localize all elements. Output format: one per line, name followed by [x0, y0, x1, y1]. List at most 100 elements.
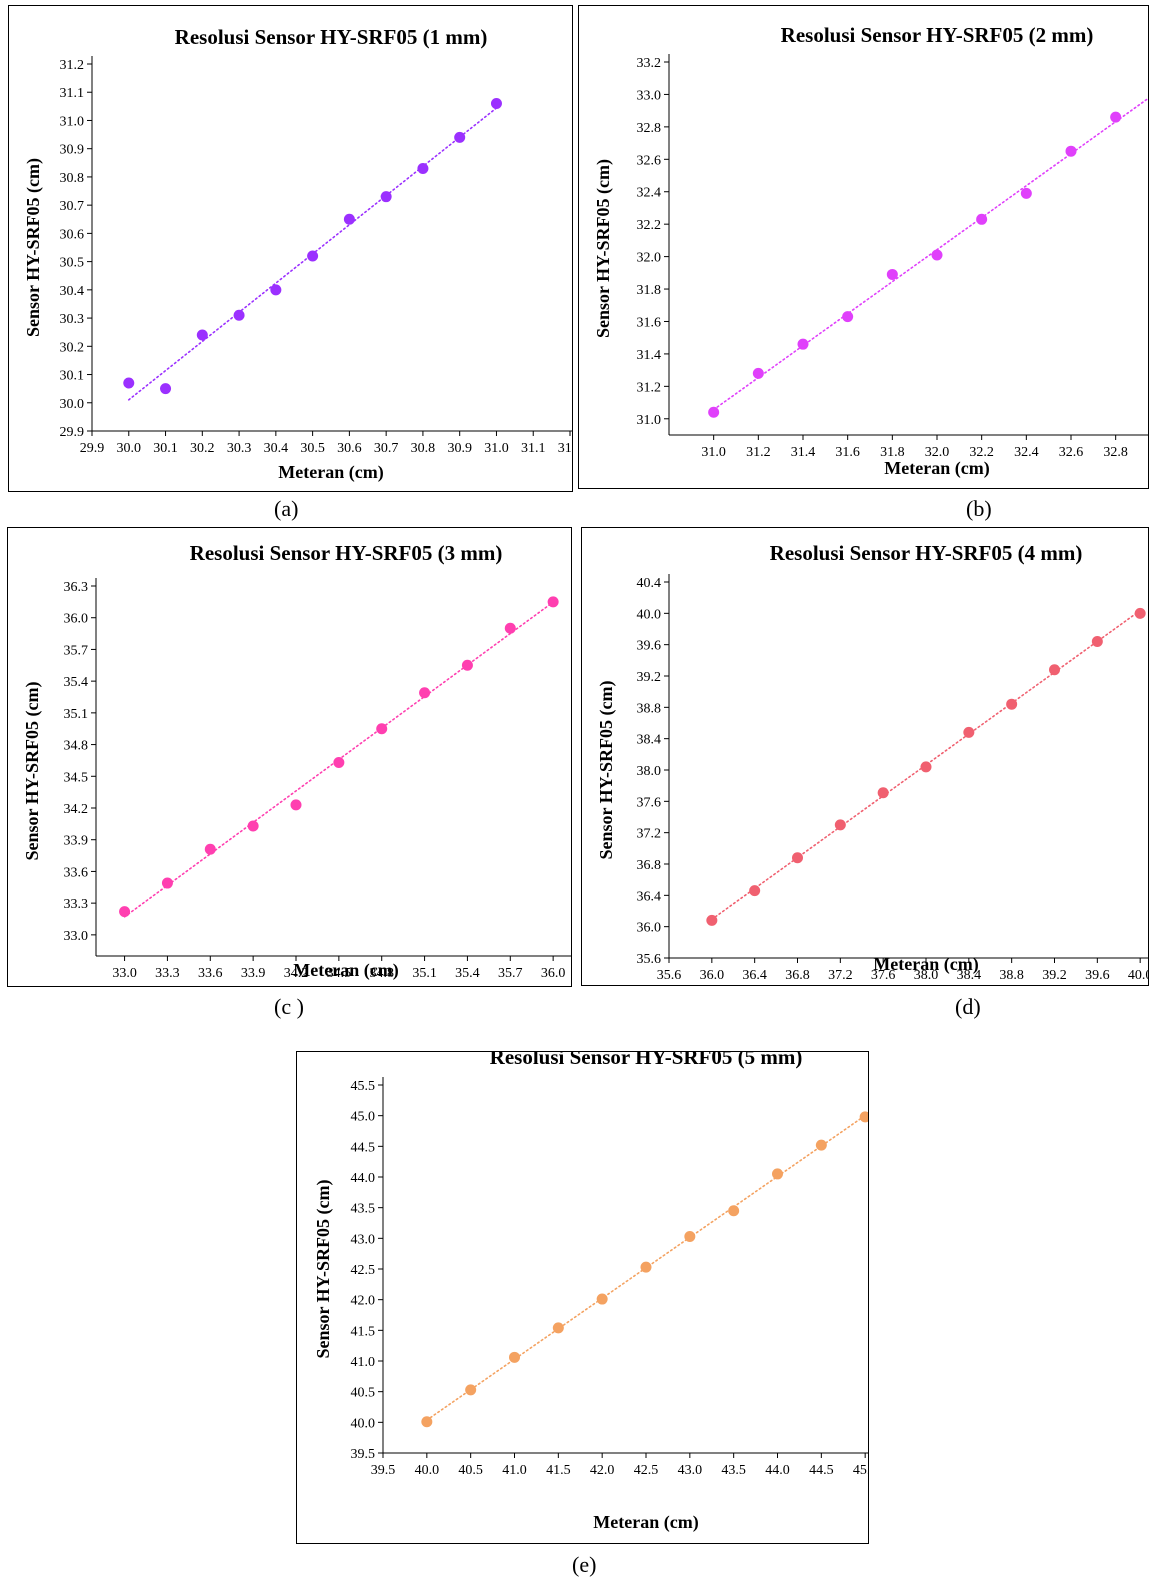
x-tick-label: 39.5 [371, 1463, 396, 1478]
caption-a: (a) [274, 496, 299, 521]
chart-title: Resolusi Sensor HY-SRF05 (1 mm) [175, 25, 488, 49]
y-tick-label: 33.6 [64, 865, 89, 880]
y-tick-label: 39.6 [637, 639, 662, 654]
y-tick-label: 38.4 [637, 733, 662, 748]
x-axis-label: Meteran (cm) [278, 462, 383, 483]
data-point [815, 1139, 827, 1151]
y-tick-label: 32.0 [637, 251, 662, 266]
data-point [963, 726, 975, 738]
chart-title: Resolusi Sensor HY-SRF05 (5 mm) [490, 1052, 803, 1069]
x-tick-label: 30.9 [447, 441, 472, 456]
x-tick-label: 38.0 [914, 968, 939, 983]
data-point [728, 1205, 740, 1217]
y-tick-label: 33.9 [64, 834, 89, 849]
y-tick-label: 30.6 [60, 227, 85, 242]
x-tick-label: 30.3 [227, 441, 252, 456]
x-tick-label: 45.0 [853, 1463, 868, 1478]
x-tick-label: 34.5 [327, 966, 352, 981]
y-tick-label: 40.0 [637, 607, 662, 622]
data-point [419, 687, 431, 699]
y-tick-label: 43.5 [351, 1202, 376, 1217]
y-tick-label: 29.9 [60, 425, 85, 440]
y-tick-label: 42.0 [351, 1294, 376, 1309]
y-tick-label: 37.2 [637, 827, 662, 842]
y-tick-label: 32.8 [637, 121, 662, 136]
y-tick-label: 35.7 [64, 643, 89, 658]
y-tick-label: 37.6 [637, 795, 662, 810]
data-point [233, 309, 245, 321]
x-tick-label: 32.6 [1059, 445, 1084, 460]
y-tick-label: 30.5 [60, 256, 85, 271]
x-tick-label: 36.4 [742, 968, 767, 983]
data-point [123, 377, 135, 389]
y-tick-label: 35.1 [64, 707, 89, 722]
y-tick-label: 34.2 [64, 802, 89, 817]
x-tick-label: 33.3 [155, 966, 180, 981]
y-tick-label: 45.0 [351, 1110, 376, 1125]
data-point [490, 98, 502, 110]
y-tick-label: 30.4 [60, 284, 85, 299]
x-tick-label: 35.4 [455, 966, 480, 981]
data-point [752, 367, 764, 379]
chart-panel-e: Resolusi Sensor HY-SRF05 (5 mm) 39.5 40.0 4… [296, 1051, 869, 1544]
data-point [684, 1230, 696, 1242]
x-tick-label: 42.0 [590, 1463, 615, 1478]
y-tick-label: 30.0 [60, 397, 85, 412]
data-point [552, 1322, 564, 1334]
y-tick-label: 30.3 [60, 312, 85, 327]
data-point [247, 820, 259, 832]
x-tick-label: 30.4 [264, 441, 289, 456]
x-tick-label: 31.2 [558, 441, 572, 456]
x-tick-label: 30.8 [411, 441, 436, 456]
data-point [797, 338, 809, 350]
x-tick-label: 44.5 [809, 1463, 834, 1478]
data-point [161, 877, 173, 889]
x-tick-label: 39.6 [1085, 968, 1110, 983]
x-tick-label: 34.2 [284, 966, 309, 981]
x-tick-label: 36.0 [700, 968, 725, 983]
y-tick-label: 31.8 [637, 283, 662, 298]
x-tick-label: 32.2 [969, 445, 994, 460]
data-point [421, 1416, 433, 1428]
data-point [454, 131, 466, 143]
y-tick-label: 33.2 [637, 56, 662, 71]
x-tick-label: 31.6 [835, 445, 860, 460]
x-tick-label: 36.0 [541, 966, 566, 981]
y-axis-label: Sensor HY-SRF05 (cm) [23, 158, 44, 337]
data-point [842, 311, 854, 323]
y-tick-label: 38.0 [637, 764, 662, 779]
y-tick-label: 35.4 [64, 675, 89, 690]
trendline [712, 97, 1148, 411]
data-point [877, 787, 889, 799]
x-tick-label: 35.1 [412, 966, 437, 981]
x-tick-label: 41.0 [502, 1463, 527, 1478]
data-point [417, 162, 429, 174]
data-point [931, 249, 943, 261]
chart-panel-a: Resolusi Sensor HY-SRF05 (1 mm) 29.9 30.0 3… [8, 5, 573, 492]
x-tick-label: 38.4 [957, 968, 982, 983]
x-tick-label: 30.6 [337, 441, 362, 456]
y-tick-label: 38.8 [637, 701, 662, 716]
y-tick-label: 30.8 [60, 171, 85, 186]
data-point [708, 406, 720, 418]
chart-svg-d: Resolusi Sensor HY-SRF05 (4 mm) 35.6 36.0 3… [596, 541, 1148, 983]
chart-svg-b: Resolusi Sensor HY-SRF05 (2 mm) 31.0 31.2 3… [593, 23, 1148, 479]
x-tick-label: 30.7 [374, 441, 399, 456]
y-tick-label: 45.5 [351, 1079, 376, 1094]
y-tick-label: 31.2 [637, 380, 662, 395]
data-point [270, 284, 282, 296]
y-axis-label: Sensor HY-SRF05 (cm) [593, 159, 614, 338]
y-tick-label: 41.5 [351, 1324, 376, 1339]
x-tick-label: 33.6 [198, 966, 223, 981]
chart-title: Resolusi Sensor HY-SRF05 (2 mm) [781, 23, 1094, 47]
y-tick-label: 36.8 [637, 858, 662, 873]
x-tick-label: 30.2 [190, 441, 215, 456]
y-tick-label: 35.6 [637, 952, 662, 967]
y-tick-label: 40.0 [351, 1416, 376, 1431]
data-point [461, 659, 473, 671]
y-tick-label: 44.0 [351, 1171, 376, 1186]
y-tick-label: 42.5 [351, 1263, 376, 1278]
chart-panel-c: Resolusi Sensor HY-SRF05 (3 mm) 33.0 33.3 3… [7, 527, 572, 987]
y-tick-label: 31.2 [60, 58, 85, 73]
data-point [706, 914, 718, 926]
